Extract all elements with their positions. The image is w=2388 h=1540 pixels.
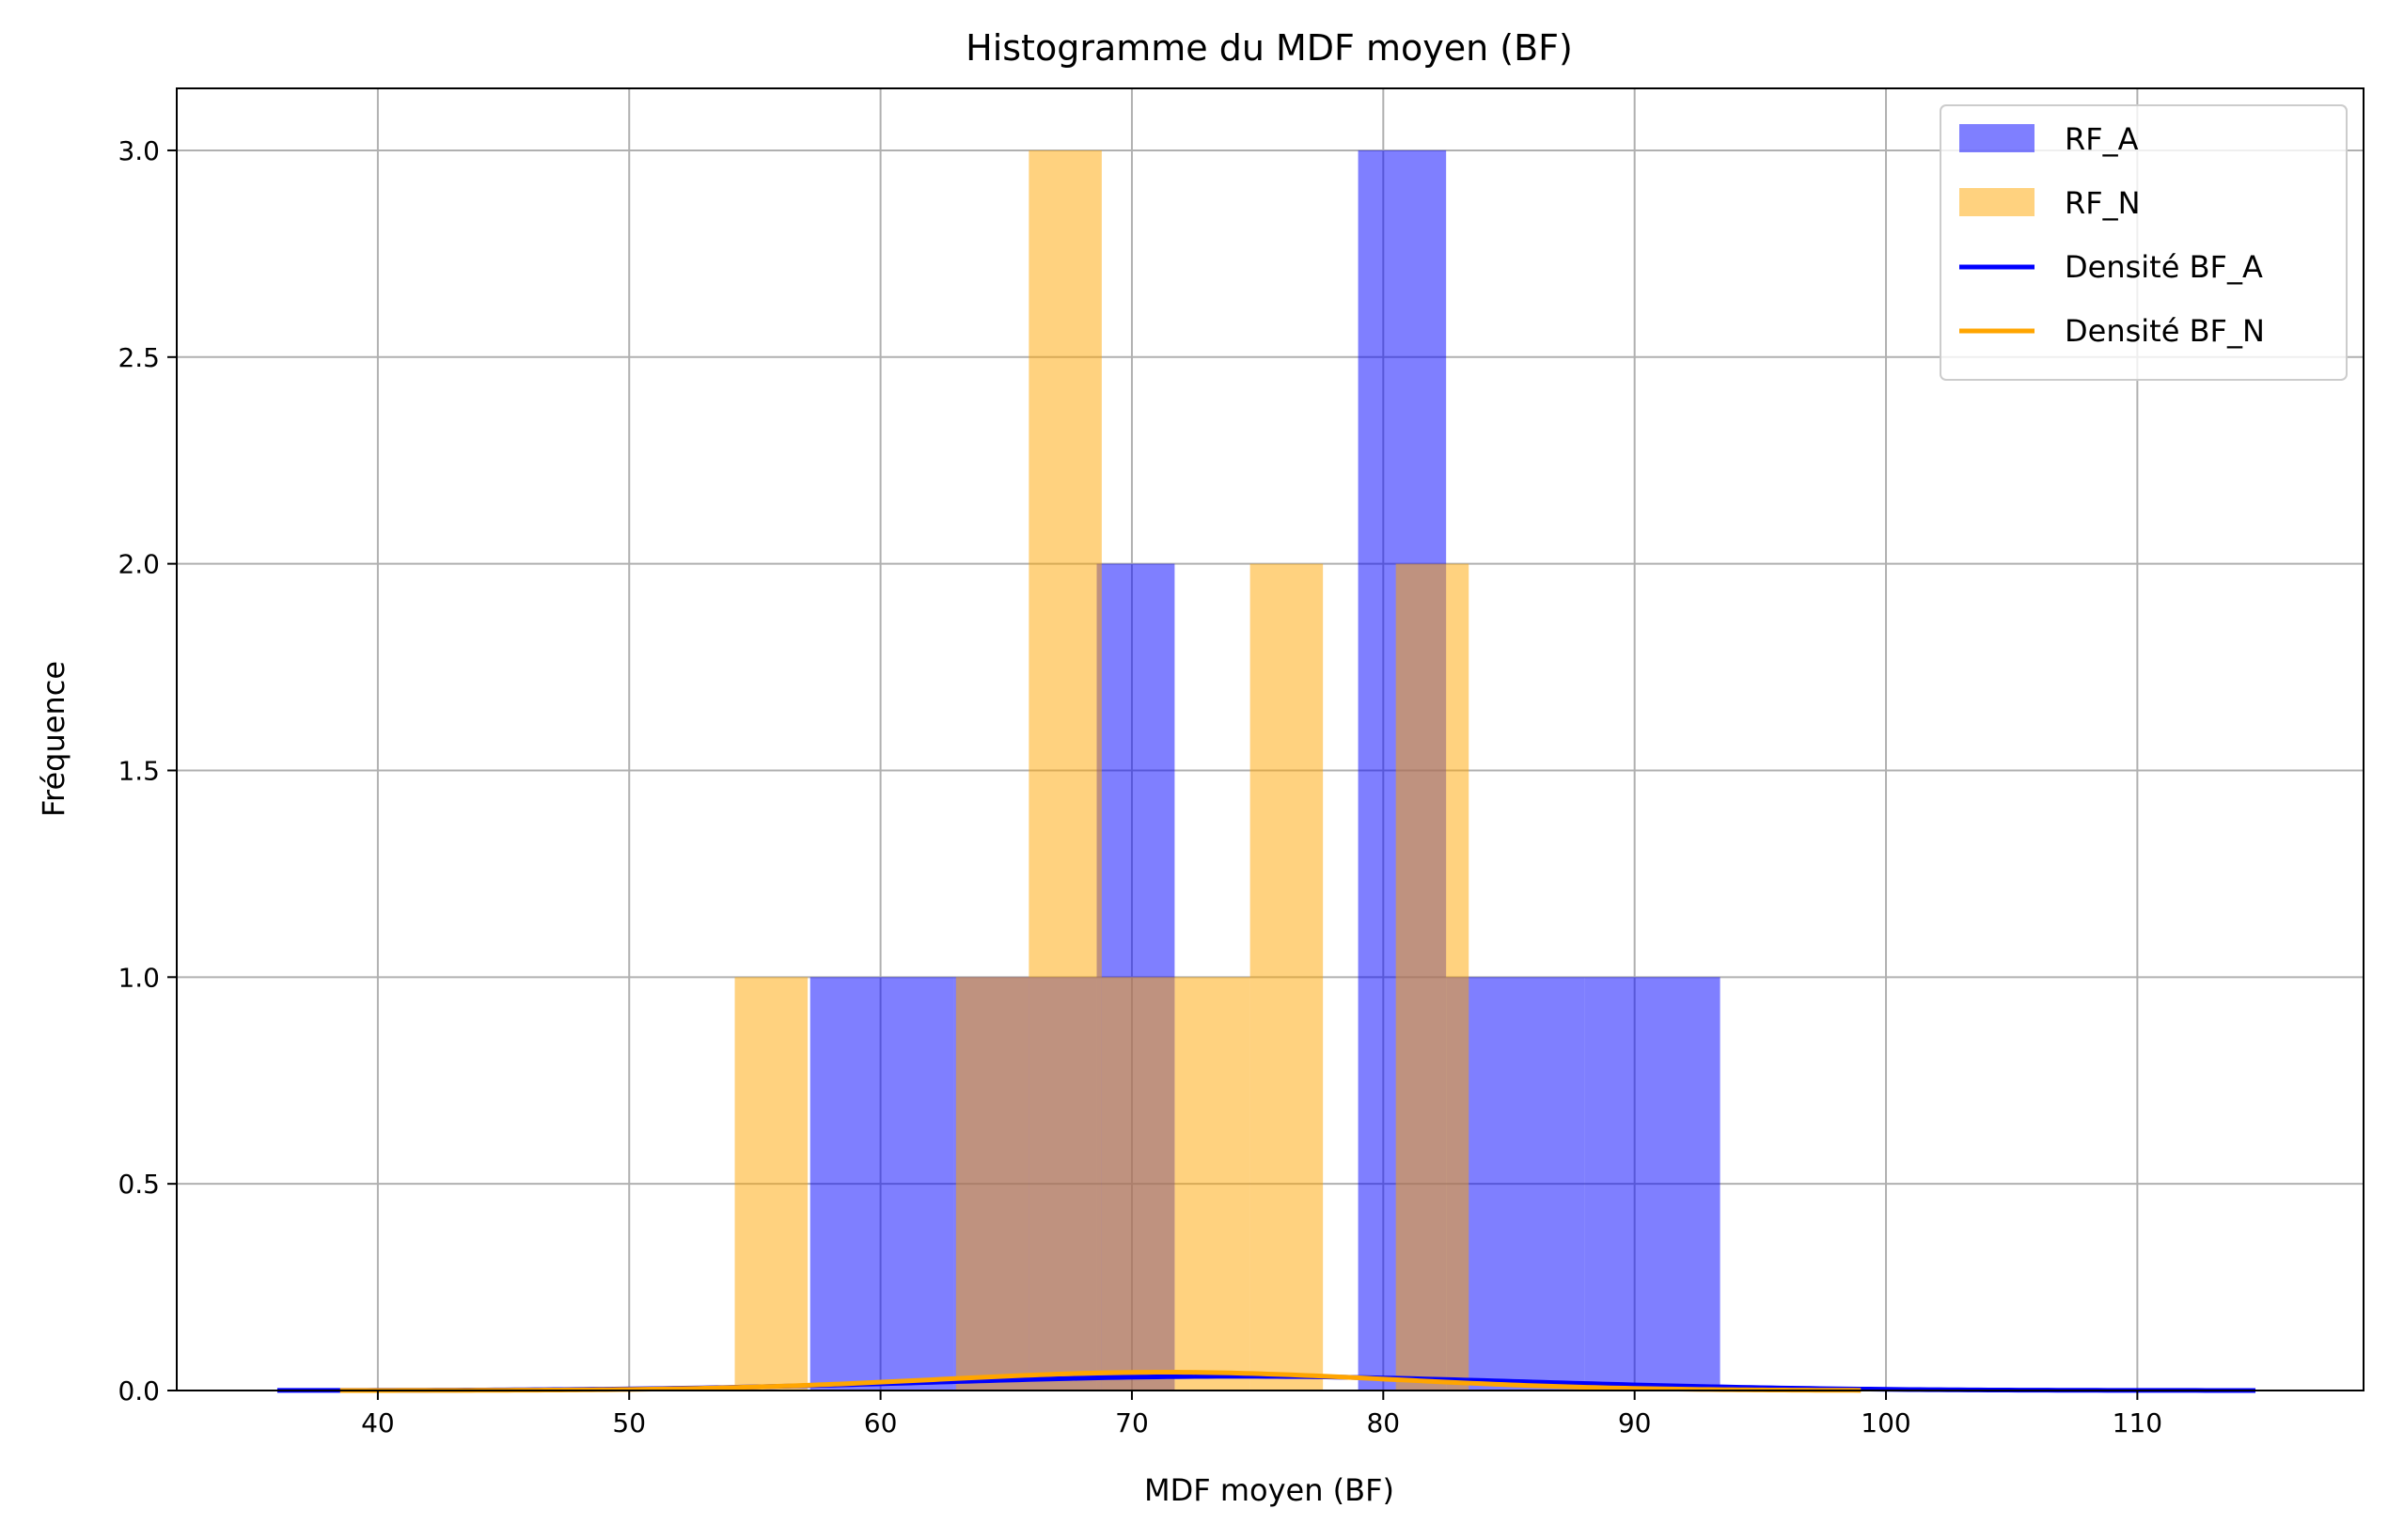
legend-item: RF_N <box>1959 185 2141 221</box>
histogram-bar <box>1395 563 1469 1391</box>
legend-item: Densité BF_N <box>1959 313 2265 349</box>
y-tick-label: 0.0 <box>118 1375 160 1406</box>
y-tick-label: 1.5 <box>118 755 160 786</box>
histogram-bar <box>809 977 954 1391</box>
legend-swatch <box>1959 188 2035 216</box>
y-tick-label: 3.0 <box>118 135 160 166</box>
legend-item: RF_A <box>1959 121 2139 157</box>
legend-label: Densité BF_A <box>2065 249 2263 285</box>
legend-label: Densité BF_N <box>2065 313 2265 349</box>
y-tick-label: 0.5 <box>118 1169 160 1200</box>
legend-label: RF_A <box>2065 121 2139 157</box>
y-axis-ticks: 0.0 0.5 1.0 1.5 2.0 2.5 3.0 <box>118 135 177 1406</box>
x-tick-label: 100 <box>1861 1407 1910 1438</box>
histogram-bar <box>955 977 1029 1391</box>
y-tick-label: 1.0 <box>118 962 160 993</box>
histogram-rf-n <box>734 149 1469 1391</box>
y-axis-label: Fréquence <box>36 661 71 817</box>
legend-item: Densité BF_A <box>1959 249 2263 285</box>
x-tick-label: 40 <box>361 1407 395 1438</box>
x-tick-label: 50 <box>612 1407 646 1438</box>
legend-frame <box>1940 104 2348 381</box>
plot-frame <box>176 87 2364 1391</box>
histogram-bar <box>1249 563 1324 1391</box>
histogram-bar <box>1029 149 1102 1391</box>
x-tick-label: 110 <box>2113 1407 2162 1438</box>
legend-label: RF_N <box>2065 185 2141 221</box>
x-tick-label: 60 <box>864 1407 898 1438</box>
histogram-bar <box>1446 977 1585 1391</box>
histogram-bar <box>1174 977 1250 1391</box>
x-tick-label: 80 <box>1366 1407 1400 1438</box>
x-tick-label: 70 <box>1115 1407 1149 1438</box>
x-tick-label: 90 <box>1618 1407 1652 1438</box>
histogram-bars <box>734 149 1720 1391</box>
x-axis-ticks: 40 50 60 70 80 90 100 110 <box>361 1391 2162 1438</box>
x-axis-label: MDF moyen (BF) <box>1144 1472 1394 1508</box>
legend: RF_A RF_N Densité BF_A Densité BF_N <box>1940 104 2348 381</box>
histogram-bar <box>1101 977 1175 1391</box>
chart-title: Histogramme du MDF moyen (BF) <box>966 27 1573 69</box>
legend-swatch <box>1959 124 2035 152</box>
y-tick-label: 2.0 <box>118 549 160 580</box>
histogram-bar <box>734 977 809 1391</box>
histogram-bar <box>1584 977 1720 1391</box>
y-tick-label: 2.5 <box>118 342 160 373</box>
